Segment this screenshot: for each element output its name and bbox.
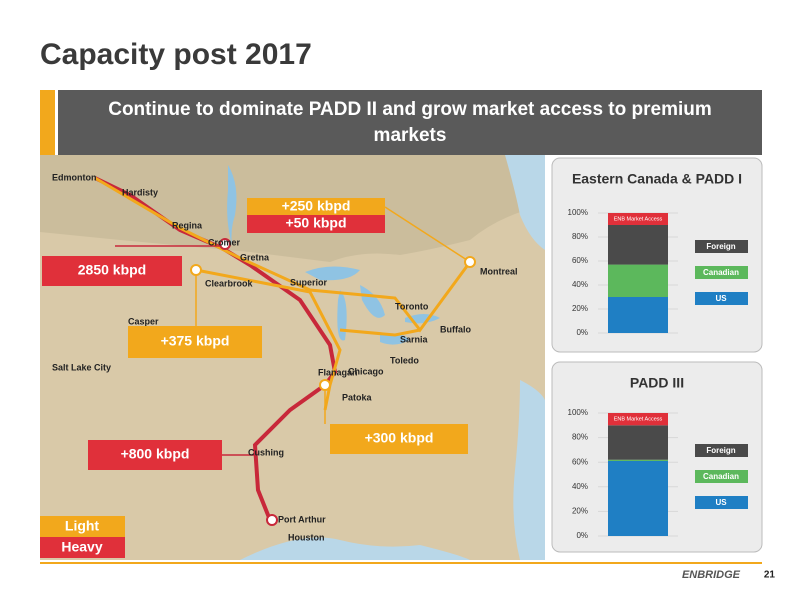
bar-segment xyxy=(608,425,668,460)
volume-box xyxy=(42,256,182,286)
lake xyxy=(227,165,237,245)
y-tick-label: 80% xyxy=(572,433,588,442)
city-label: Salt Lake City xyxy=(52,362,111,372)
accent-bar xyxy=(40,90,55,155)
hub-marker xyxy=(464,256,476,268)
slide-title: Capacity post 2017 xyxy=(40,38,312,71)
heavy-pipeline xyxy=(94,176,338,526)
gulf xyxy=(240,537,470,560)
legend-swatch xyxy=(695,292,748,305)
hub-marker xyxy=(190,264,202,276)
bar-segment xyxy=(608,213,668,225)
volume-box xyxy=(330,424,468,454)
legend-label: Heavy xyxy=(61,539,102,555)
y-tick-label: 80% xyxy=(572,232,588,241)
volume-label: +250 kbpd xyxy=(282,198,351,214)
bar-segment xyxy=(608,264,668,297)
city-label: Toledo xyxy=(390,355,419,365)
legend-box xyxy=(40,516,125,537)
y-tick-label: 40% xyxy=(572,280,588,289)
city-label: Cromer xyxy=(208,237,241,247)
city-label: Regina xyxy=(172,220,203,230)
chart-title: Eastern Canada & PADD I xyxy=(572,171,742,187)
legend-label: Foreign xyxy=(706,242,735,251)
y-tick-label: 40% xyxy=(572,482,588,491)
bar-segment xyxy=(608,297,668,333)
chart-title: PADD III xyxy=(630,375,684,391)
bar-segment xyxy=(608,459,668,461)
volume-label: +375 kbpd xyxy=(161,333,230,349)
legend-label: US xyxy=(715,294,727,303)
city-label: Sarnia xyxy=(400,334,429,344)
volume-label: +300 kbpd xyxy=(365,430,434,446)
logo: ENBRIDGE xyxy=(682,569,741,581)
city-label: Casper xyxy=(128,316,159,326)
legend-label: Light xyxy=(65,518,100,534)
volume-box xyxy=(247,198,385,215)
volume-label: +50 kbpd xyxy=(285,215,346,231)
volume-box xyxy=(88,440,222,470)
volume-label: +800 kbpd xyxy=(121,446,190,462)
ocean xyxy=(513,380,545,560)
city-label: Edmonton xyxy=(52,172,97,182)
y-tick-label: 20% xyxy=(572,507,588,516)
lake xyxy=(360,285,385,318)
legend-label: US xyxy=(715,498,727,507)
city-label: Gretna xyxy=(240,252,270,262)
y-tick-label: 0% xyxy=(576,328,588,337)
legend-swatch xyxy=(695,240,748,253)
y-tick-label: 100% xyxy=(568,408,588,417)
lake xyxy=(337,290,347,341)
volume-box xyxy=(128,326,262,358)
city-label: Houston xyxy=(288,532,325,542)
legend-swatch xyxy=(695,444,748,457)
legend-box xyxy=(40,537,125,558)
bar-segment xyxy=(608,225,668,265)
legend-label: Canadian xyxy=(703,268,739,277)
bar-segment xyxy=(608,460,668,536)
city-label: Flanagan xyxy=(318,367,358,377)
hub-marker xyxy=(319,379,331,391)
volume-label: 2850 kbpd xyxy=(78,262,146,278)
page-number: 21 xyxy=(764,570,776,581)
legend-label: Foreign xyxy=(706,446,735,455)
segment-label: ENB Market Access xyxy=(614,216,663,222)
legend-swatch xyxy=(695,266,748,279)
y-tick-label: 60% xyxy=(572,457,588,466)
segment-label: ENB Market Access xyxy=(614,416,663,422)
legend-label: Canadian xyxy=(703,472,739,481)
hub-marker xyxy=(219,238,231,250)
city-label: Patoka xyxy=(342,392,373,402)
city-labels: Edmonton Hardisty Regina Cromer Gretna Clearb… xyxy=(52,172,518,542)
ocean xyxy=(505,155,545,250)
city-label: Toronto xyxy=(395,301,429,311)
volume-box xyxy=(247,215,385,233)
city-label: Superior xyxy=(290,277,328,287)
light-pipeline xyxy=(339,328,421,337)
banner: Continue to dominate PADD II and grow ma… xyxy=(58,90,762,155)
y-tick-label: 100% xyxy=(568,208,588,217)
y-tick-label: 0% xyxy=(576,531,588,540)
hub-marker xyxy=(266,514,278,526)
city-label: Buffalo xyxy=(440,324,471,334)
callout-line xyxy=(384,206,471,263)
city-label: Port Arthur xyxy=(278,514,326,524)
lake xyxy=(305,266,360,281)
legend-swatch xyxy=(695,470,748,483)
legend-swatch xyxy=(695,496,748,509)
y-tick-label: 20% xyxy=(572,304,588,313)
city-label: Hardisty xyxy=(122,187,158,197)
y-tick-label: 60% xyxy=(572,256,588,265)
city-label: Chicago xyxy=(348,366,384,376)
city-label: Clearbrook xyxy=(205,278,254,288)
city-label: Cushing xyxy=(248,447,284,457)
bar-segment xyxy=(608,413,668,426)
lake xyxy=(380,333,410,345)
city-label: Montreal xyxy=(480,266,518,276)
light-pipeline xyxy=(195,268,342,411)
